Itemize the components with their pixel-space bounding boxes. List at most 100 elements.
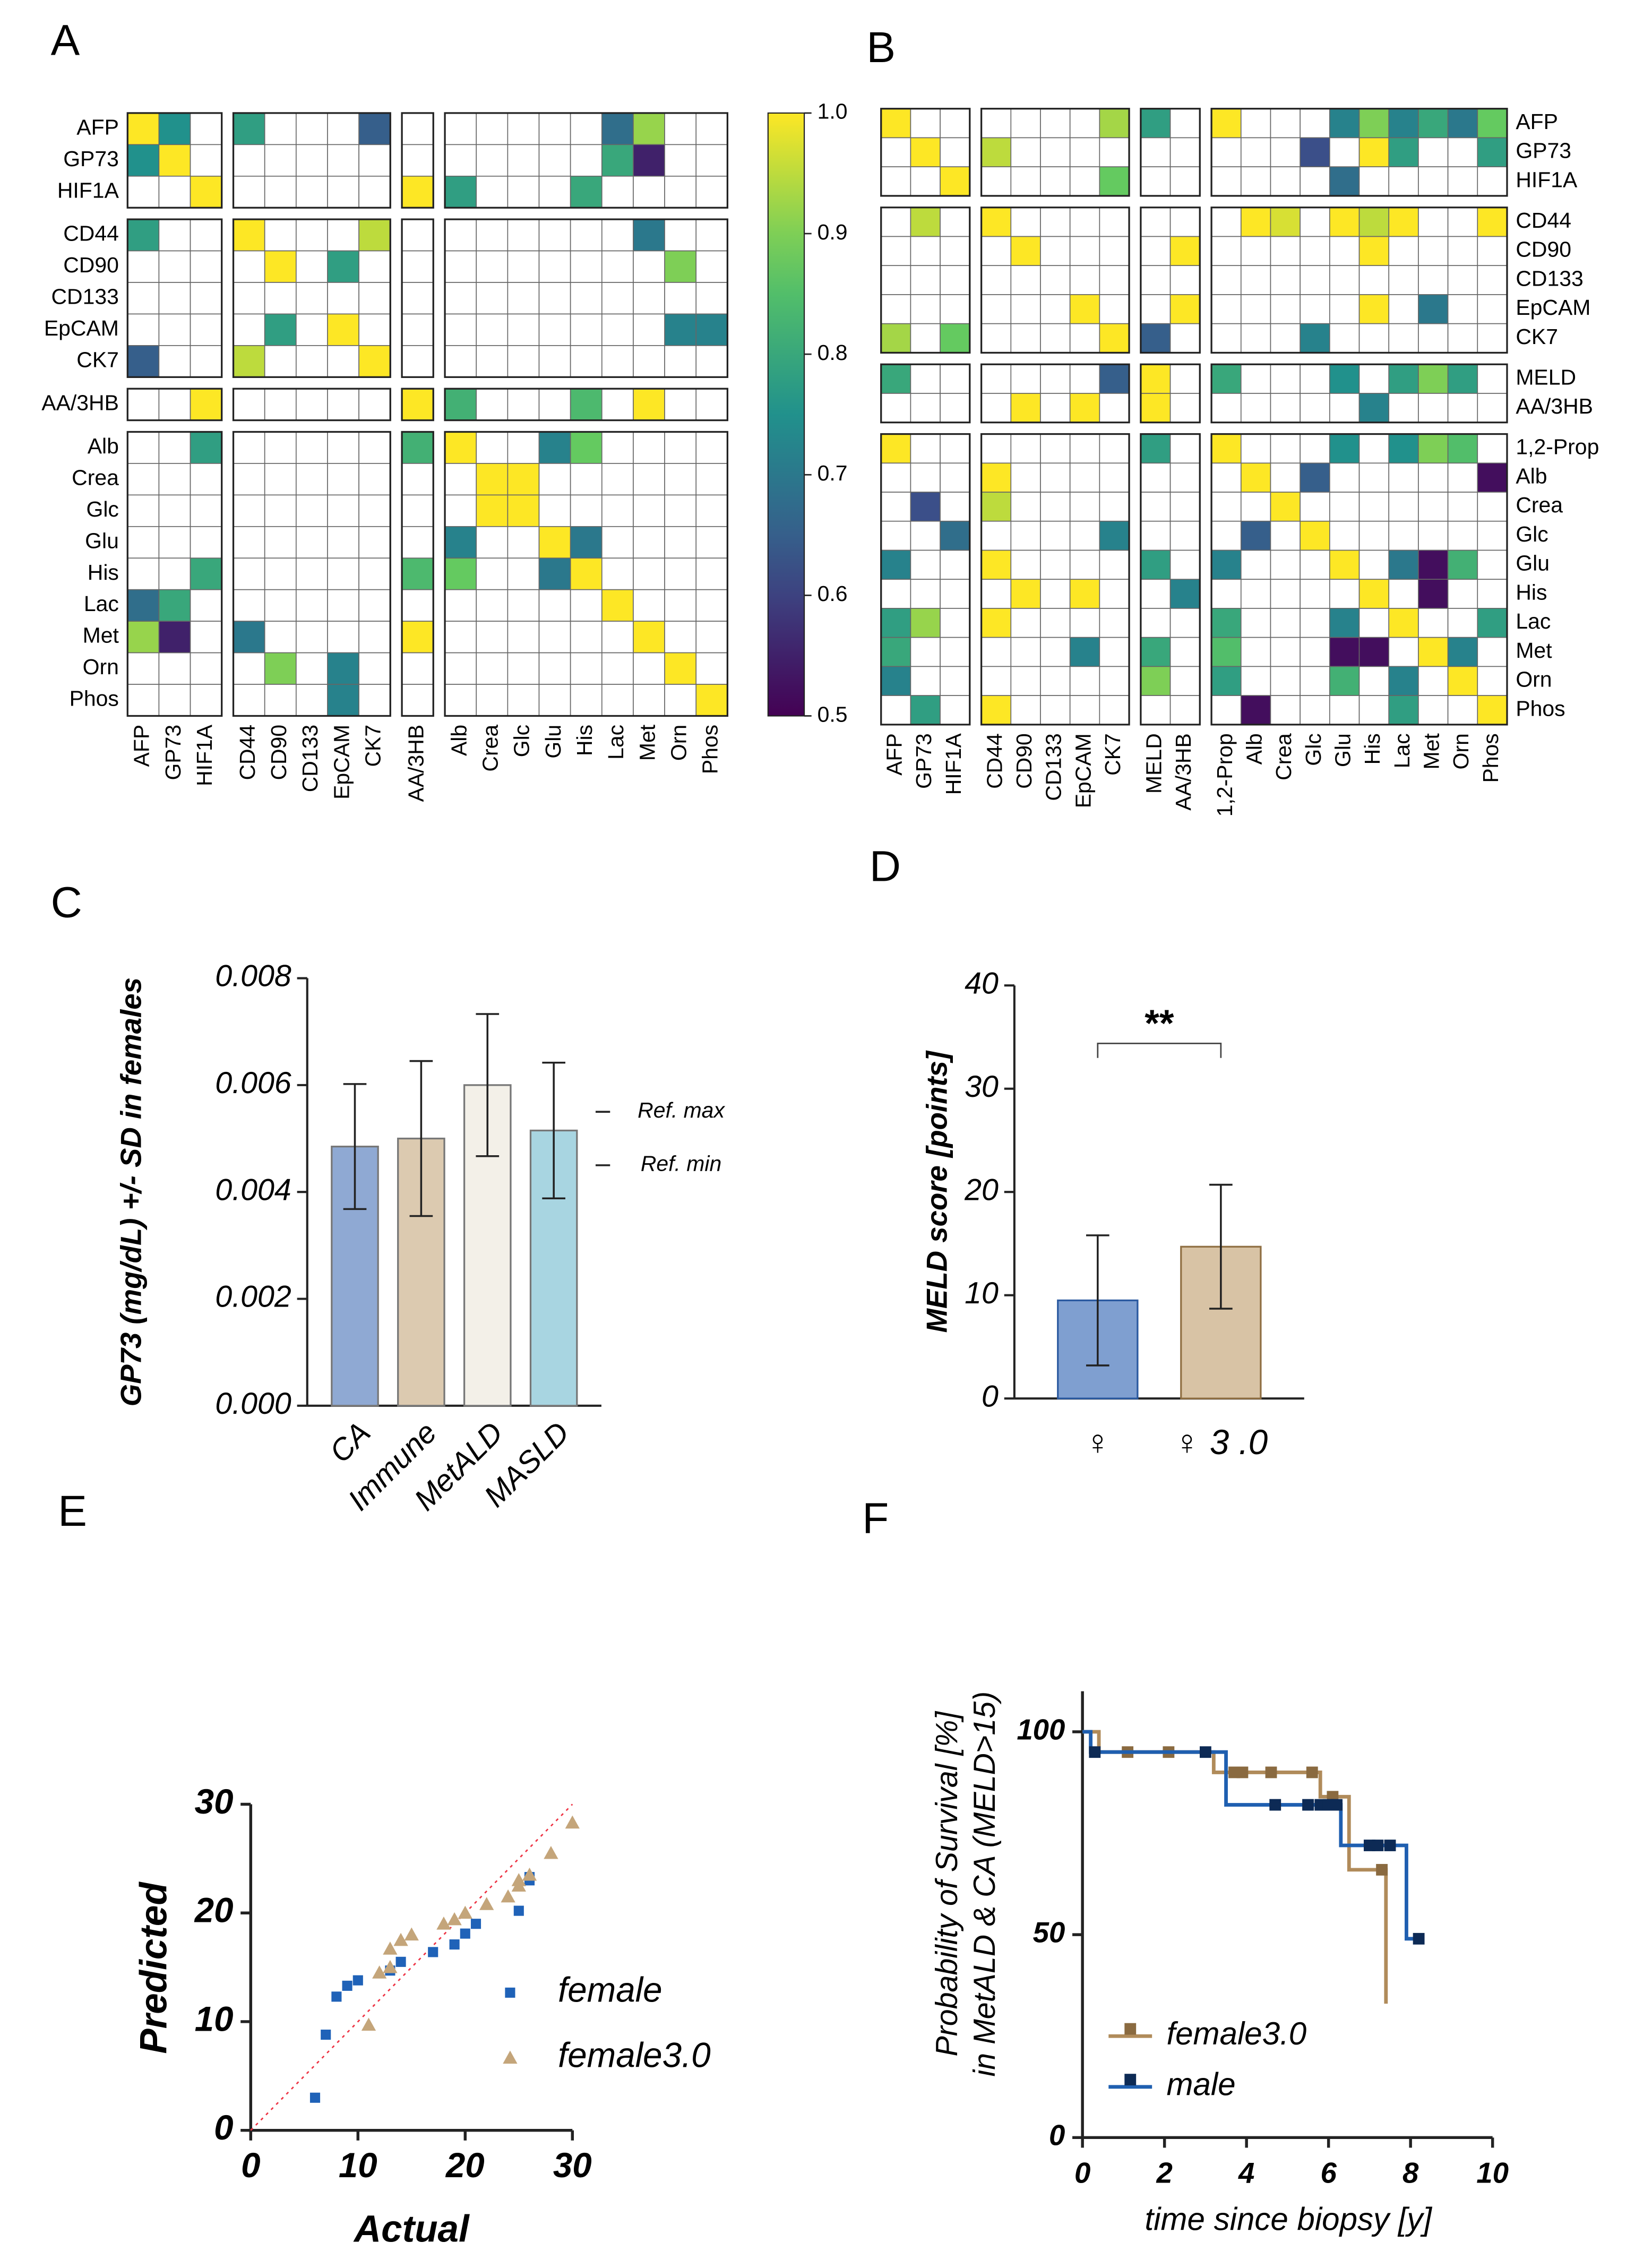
scatter-point <box>309 2092 321 2103</box>
column-label: Lac <box>1390 733 1414 768</box>
heat-cell <box>1477 695 1508 725</box>
y-axis-label: in MetALD & CA (MELD>15) <box>968 1691 1002 2077</box>
column-label: EpCAM <box>1071 733 1095 808</box>
group-frame <box>232 431 391 717</box>
empty-cell <box>1270 695 1301 725</box>
empty-cell <box>158 175 191 209</box>
row-label: Phos <box>1516 696 1565 720</box>
group-frame <box>232 388 391 422</box>
heat-cell <box>664 250 697 283</box>
empty-cell <box>1169 364 1201 394</box>
empty-cell <box>1069 207 1100 237</box>
group-frame <box>880 207 971 354</box>
empty-cell <box>476 557 509 590</box>
empty-cell <box>538 219 571 252</box>
x-tick-label: ♀ <box>1085 1423 1111 1462</box>
heat-cell <box>1211 608 1242 638</box>
empty-cell <box>190 313 222 346</box>
y-tick-label: 0.002 <box>215 1280 291 1314</box>
empty-cell <box>1270 433 1301 464</box>
empty-cell <box>1140 695 1171 725</box>
row-label: Orn <box>1516 667 1552 692</box>
heat-cell <box>264 652 297 685</box>
colorbar <box>767 112 805 717</box>
heat-cell <box>1140 323 1171 354</box>
empty-cell <box>1099 608 1130 638</box>
heat-cell <box>1447 108 1478 139</box>
empty-cell <box>296 219 328 252</box>
empty-cell <box>358 494 391 527</box>
empty-cell <box>1010 520 1041 551</box>
empty-cell <box>940 666 970 696</box>
empty-cell <box>1140 492 1171 522</box>
row-label: His <box>88 560 119 585</box>
x-tick-label: 8 <box>1403 2157 1419 2189</box>
empty-cell <box>1477 265 1508 295</box>
row-label: MELD <box>1516 365 1576 389</box>
group-frame <box>1140 433 1201 726</box>
heat-cell <box>880 637 911 667</box>
empty-cell <box>538 652 571 685</box>
empty-cell <box>664 463 697 496</box>
empty-cell <box>1418 462 1449 493</box>
group-frame <box>401 112 434 209</box>
column-label: AFP <box>130 725 154 767</box>
empty-cell <box>127 652 160 685</box>
empty-cell <box>476 431 509 464</box>
empty-cell <box>1388 579 1419 609</box>
empty-cell <box>1169 433 1201 464</box>
empty-cell <box>1040 323 1071 354</box>
empty-cell <box>327 113 359 145</box>
empty-cell <box>1010 462 1041 493</box>
empty-cell <box>296 463 328 496</box>
empty-cell <box>940 549 970 580</box>
empty-cell <box>233 144 265 177</box>
empty-cell <box>158 463 191 496</box>
row-label: Met <box>1516 638 1552 663</box>
empty-cell <box>1270 579 1301 609</box>
legend-marker <box>1124 2023 1137 2035</box>
row-label: Glu <box>1516 551 1550 575</box>
column-label: Glc <box>510 725 534 757</box>
heat-cell <box>1329 364 1360 394</box>
heat-cell <box>538 431 571 464</box>
column-label: GP73 <box>161 725 185 780</box>
empty-cell <box>1270 364 1301 394</box>
empty-cell <box>264 589 297 622</box>
empty-cell <box>476 113 509 145</box>
empty-cell <box>1069 323 1100 354</box>
empty-cell <box>940 236 970 267</box>
empty-cell <box>601 494 634 527</box>
column-label: His <box>1360 733 1384 764</box>
heat-cell <box>1447 364 1478 394</box>
heat-cell <box>1477 608 1508 638</box>
group-frame <box>401 388 434 422</box>
empty-cell <box>158 526 191 559</box>
heat-cell <box>940 323 970 354</box>
significance-label: ** <box>1145 1002 1174 1044</box>
heat-cell <box>476 494 509 527</box>
panel-label: C <box>51 879 82 927</box>
empty-cell <box>538 144 571 177</box>
empty-cell <box>664 557 697 590</box>
heat-cell <box>1300 520 1330 551</box>
empty-cell <box>1447 294 1478 324</box>
heat-cell <box>1240 520 1271 551</box>
heat-cell <box>1140 393 1171 423</box>
empty-cell <box>1477 666 1508 696</box>
empty-cell <box>1040 637 1071 667</box>
empty-cell <box>264 494 297 527</box>
empty-cell <box>1300 695 1330 725</box>
empty-cell <box>1388 520 1419 551</box>
empty-cell <box>1099 666 1130 696</box>
heat-cell <box>1329 549 1360 580</box>
x-tick-label: ♀ 3 .0 <box>1174 1423 1268 1462</box>
empty-cell <box>1040 364 1071 394</box>
empty-cell <box>327 388 359 421</box>
empty-cell <box>1447 207 1478 237</box>
heat-cell <box>1300 137 1330 168</box>
empty-cell <box>538 345 571 378</box>
row-label: AFP <box>76 115 119 139</box>
censor-mark <box>1331 1799 1343 1811</box>
empty-cell <box>358 621 391 654</box>
